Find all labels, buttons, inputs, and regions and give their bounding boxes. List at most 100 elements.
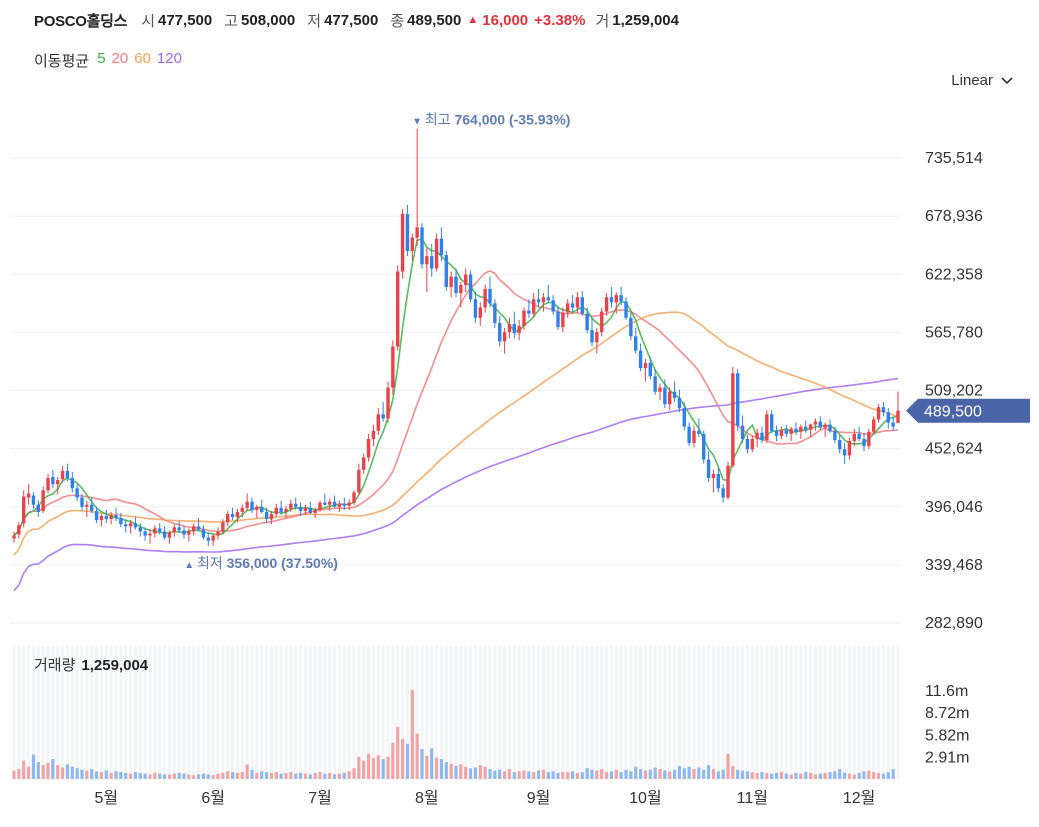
volume-bar <box>527 771 531 779</box>
volume-bg-stripe <box>114 646 118 779</box>
volume-bar <box>206 774 210 779</box>
volume-bg-stripe <box>692 646 696 779</box>
volume-bg-stripe <box>289 646 293 779</box>
volume-bg-stripe <box>434 646 439 779</box>
candle-body <box>823 424 827 428</box>
volume-bar <box>99 772 104 779</box>
candle-body <box>502 332 507 342</box>
volume-bg-stripe <box>852 646 856 779</box>
candle-body <box>697 430 701 434</box>
candle-body <box>449 276 453 287</box>
candle-body <box>284 508 288 512</box>
moving-average-legend: 이동평균 5 20 60 120 <box>34 50 182 71</box>
volume-bar <box>425 755 429 779</box>
candle-body <box>119 518 123 525</box>
volume-bg-stripe <box>604 646 609 779</box>
volume-bar <box>755 772 759 779</box>
volume-bg-stripe <box>493 646 497 779</box>
volume-bg-stripe <box>478 646 482 779</box>
volume-bg-stripe <box>221 646 225 779</box>
volume-bg-stripe <box>196 646 201 779</box>
volume-bg-stripe <box>643 646 648 779</box>
volume-bar <box>12 770 16 779</box>
volume-bg-stripe <box>56 646 60 779</box>
ma-20-label[interactable]: 20 <box>111 50 129 67</box>
candle-body <box>668 391 672 405</box>
change-percent: +3.38% <box>534 11 586 29</box>
candle-body <box>177 527 181 531</box>
candle-body <box>308 507 312 513</box>
volume-bg-stripe <box>876 646 881 779</box>
candle-body <box>838 440 842 450</box>
volume-bar <box>260 771 264 779</box>
candle-body <box>211 535 215 541</box>
volume-bar <box>672 769 677 779</box>
candle-body <box>230 513 235 518</box>
volume-bg-stripe <box>556 646 560 779</box>
candle-body <box>600 311 604 333</box>
volume-bar <box>279 773 283 779</box>
volume-bg-stripe <box>230 646 235 779</box>
volume-bg-stripe <box>760 646 764 779</box>
volume-bg-stripe <box>85 646 89 779</box>
candle-body <box>405 214 410 251</box>
candle-body <box>298 506 303 511</box>
volume-bg-stripe <box>527 646 531 779</box>
volume-bg-stripe <box>570 646 575 779</box>
volume-bg-stripe <box>284 646 288 779</box>
candle-body <box>430 256 434 269</box>
volume-bg-stripe <box>313 646 317 779</box>
volume-bg-stripe <box>609 646 614 779</box>
volume-bg-stripe <box>614 646 618 779</box>
candle-body <box>56 480 60 485</box>
volume-bg-stripe <box>240 646 244 779</box>
volume-bar <box>580 772 584 779</box>
high-label: 고 <box>224 12 239 30</box>
candle-body <box>85 504 89 507</box>
volume-bg-stripe <box>896 646 900 779</box>
ma-5-label[interactable]: 5 <box>97 50 106 67</box>
scale-value: Linear <box>951 72 993 89</box>
volume-bg-stripe <box>303 646 308 779</box>
volume-bar <box>211 775 215 779</box>
ma-60-label[interactable]: 60 <box>134 50 151 67</box>
volume-bar <box>235 772 240 779</box>
scale-dropdown[interactable]: Linear <box>951 72 1013 89</box>
volume-bar <box>862 771 866 779</box>
volume-label: 거래량 1,259,004 <box>34 657 149 674</box>
close-label: 종 <box>390 12 405 30</box>
candle-body <box>570 303 575 308</box>
candle-body <box>677 397 682 409</box>
volume-bg-stripe <box>580 646 584 779</box>
volume-bg-stripe <box>294 646 298 779</box>
volume-bar <box>692 769 696 779</box>
moving-average-lines <box>13 237 899 592</box>
candle-body <box>881 407 886 413</box>
candle-body <box>687 426 691 444</box>
volume-bar <box>716 771 720 779</box>
month-label: 9월 <box>527 789 551 807</box>
volume-bar <box>274 772 278 779</box>
volume-bg-stripe <box>629 646 633 779</box>
volume-bg-stripe <box>702 646 706 779</box>
ma-120-label[interactable]: 120 <box>156 50 182 67</box>
volume-bg-stripe <box>881 646 886 779</box>
volume-bg-stripe <box>833 646 837 779</box>
candle-body <box>31 495 36 505</box>
volume-bg-stripe <box>46 646 50 779</box>
candle-body <box>493 303 497 323</box>
candle-body <box>26 493 31 498</box>
candle-body <box>541 297 546 303</box>
candle-body <box>434 238 439 269</box>
volume-bar <box>430 748 434 779</box>
high-annotation: ▼ 최고 764,000 (-35.93%) <box>412 112 570 128</box>
volume-bar <box>663 770 667 779</box>
candle-body <box>104 516 108 520</box>
volume-bar <box>842 772 847 779</box>
candle-body <box>90 504 94 511</box>
volume-bg-stripe <box>425 646 429 779</box>
volume-bar <box>570 771 575 779</box>
candle-body <box>556 311 560 328</box>
candle-body <box>619 295 623 302</box>
